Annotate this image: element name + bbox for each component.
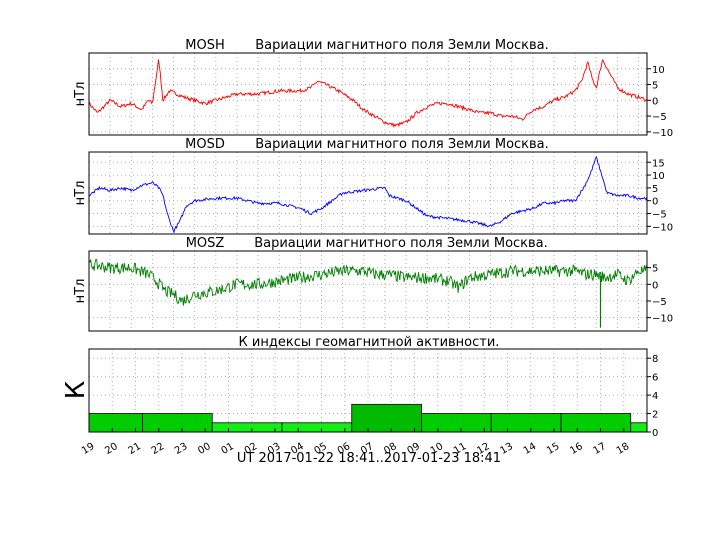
- mosh-plot-frame: [88, 52, 648, 136]
- x-tick-label: 17: [591, 441, 608, 457]
- y-tick-label: 4: [652, 391, 658, 402]
- y-tick-label: 10: [652, 171, 665, 182]
- mosz-ylabel: нТл: [73, 279, 88, 304]
- x-tick-label: 19: [80, 441, 97, 457]
- y-tick-label: 8: [652, 354, 658, 365]
- mosz-series-line: [88, 258, 648, 306]
- x-tick-label: 15: [545, 441, 562, 457]
- k-index-bar: [281, 422, 353, 433]
- mosz-panel: MOSZ Вариации магнитного поля Земли Моск…: [73, 236, 673, 332]
- k-index-title: К индексы геомагнитной активности.: [239, 335, 500, 350]
- x-tick-label: 23: [173, 441, 190, 457]
- y-tick-label: −10: [652, 128, 673, 139]
- y-tick-label: −5: [652, 112, 667, 123]
- k-index-bar: [490, 413, 562, 433]
- k-index-bar: [560, 413, 632, 433]
- mosh-station-title: MOSH: [185, 38, 224, 53]
- x-tick-label: 01: [219, 441, 236, 457]
- x-tick-label: 21: [126, 441, 143, 457]
- y-tick-label: 5: [652, 81, 658, 92]
- y-tick-label: 0: [652, 96, 658, 107]
- k-index-xlabel: UT 2017-01-22 18:41..2017-01-23 18:41: [237, 451, 501, 466]
- mosz-title: Вариации магнитного поля Земли Москва.: [254, 236, 548, 251]
- y-tick-label: −10: [652, 314, 673, 325]
- k-index-bar: [421, 413, 492, 433]
- y-tick-label: −5: [652, 297, 667, 308]
- y-tick-label: 15: [652, 158, 665, 169]
- y-tick-label: 5: [652, 264, 658, 275]
- k-index-bar: [142, 413, 213, 433]
- y-tick-label: −10: [652, 222, 673, 233]
- mosh-panel: MOSH Вариации магнитного поля Земли Моск…: [73, 38, 673, 139]
- mosd-station-title: MOSD: [185, 137, 225, 152]
- k-index-bar: [351, 403, 422, 433]
- y-tick-label: 0: [652, 280, 658, 291]
- y-tick-label: −5: [652, 210, 667, 221]
- k-index-panel: К индексы геомагнитной активности. К UT …: [61, 335, 658, 466]
- mosh-title: Вариации магнитного поля Земли Москва.: [255, 38, 549, 53]
- mosz-plot-frame: [88, 250, 648, 332]
- k-index-ylabel: К: [61, 381, 91, 399]
- mosd-panel: MOSD Вариации магнитного поля Земли Моск…: [73, 137, 673, 235]
- mosd-plot-frame: [88, 151, 648, 235]
- x-tick-label: 20: [103, 441, 120, 457]
- k-index-bar: [211, 422, 283, 433]
- mosz-station-title: MOSZ: [186, 236, 225, 251]
- k-index-bar: [88, 413, 143, 433]
- x-tick-label: 16: [568, 441, 585, 457]
- y-tick-label: 10: [652, 65, 665, 76]
- x-tick-label: 18: [615, 441, 632, 457]
- x-tick-label: 22: [150, 441, 167, 457]
- x-tick-label: 14: [522, 441, 539, 457]
- mosd-series-line: [88, 156, 648, 234]
- mosd-title: Вариации магнитного поля Земли Москва.: [255, 137, 549, 152]
- k-index-bar: [630, 422, 648, 433]
- y-tick-label: 6: [652, 373, 658, 384]
- y-tick-label: 0: [652, 197, 658, 208]
- mosd-ylabel: нТл: [73, 181, 88, 206]
- x-tick-label: 00: [196, 441, 213, 457]
- mosh-series-line: [88, 59, 648, 128]
- y-tick-label: 2: [652, 410, 658, 421]
- y-tick-label: 5: [652, 184, 658, 195]
- mosh-ylabel: нТл: [73, 82, 88, 107]
- y-tick-label: 0: [652, 428, 658, 439]
- k-index-plot-frame: [88, 348, 648, 433]
